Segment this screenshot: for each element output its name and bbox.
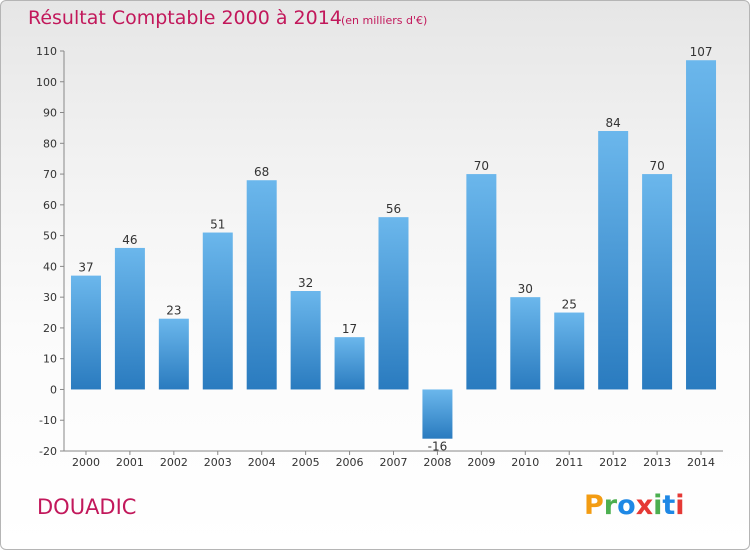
- x-tick-label: 2013: [643, 456, 671, 469]
- y-tick-label: 30: [43, 291, 57, 304]
- y-tick-label: 80: [43, 137, 57, 150]
- bar-2004: [246, 180, 277, 390]
- data-label-2009: 70: [474, 159, 489, 173]
- x-tick-label: 2005: [292, 456, 320, 469]
- bar-2002: [158, 318, 189, 390]
- logo-letter: o: [617, 490, 636, 521]
- bar-2003: [202, 232, 233, 390]
- logo-letter: i: [653, 490, 663, 521]
- bar-2012: [598, 131, 629, 390]
- y-tick-label: 100: [36, 76, 57, 89]
- chart-subtitle: (en milliers d'€): [341, 14, 428, 27]
- x-tick-label: 2014: [687, 456, 715, 469]
- x-tick-label: 2001: [116, 456, 144, 469]
- data-label-2004: 68: [254, 165, 269, 179]
- logo-letter: i: [675, 490, 685, 521]
- bar-2013: [642, 174, 673, 390]
- x-tick-label: 2007: [380, 456, 408, 469]
- x-tick-label: 2000: [72, 456, 100, 469]
- data-label-2001: 46: [122, 233, 137, 247]
- x-tick-label: 2003: [204, 456, 232, 469]
- bar-2007: [378, 217, 409, 390]
- data-label-2006: 17: [342, 322, 357, 336]
- y-tick-label: 20: [43, 322, 57, 335]
- x-tick-label: 2008: [423, 456, 451, 469]
- bar-2005: [290, 291, 321, 390]
- data-label-2013: 70: [649, 159, 664, 173]
- data-label-2002: 23: [166, 304, 181, 318]
- y-tick-label: -20: [39, 445, 57, 458]
- logo-letter: x: [635, 490, 654, 521]
- y-tick-label: 70: [43, 168, 57, 181]
- data-label-2008: -16: [428, 440, 448, 454]
- x-tick-label: 2011: [555, 456, 583, 469]
- data-label-2014: 107: [690, 45, 713, 59]
- logo-letter: P: [584, 490, 604, 521]
- bar-2001: [114, 247, 145, 390]
- bar-2009: [466, 174, 497, 390]
- chart-title: Résultat Comptable 2000 à 2014: [28, 7, 342, 29]
- x-tick-label: 2012: [599, 456, 627, 469]
- logo-letter: t: [662, 490, 676, 521]
- x-tick-label: 2004: [248, 456, 276, 469]
- logo-letter: r: [603, 490, 618, 521]
- data-label-2005: 32: [298, 276, 313, 290]
- x-tick-label: 2006: [336, 456, 364, 469]
- y-tick-label: 40: [43, 260, 57, 273]
- y-tick-label: 60: [43, 199, 57, 212]
- y-tick-label: -10: [39, 414, 57, 427]
- data-label-2012: 84: [606, 116, 621, 130]
- bar-2008: [422, 389, 453, 439]
- data-label-2010: 30: [518, 282, 533, 296]
- data-label-2003: 51: [210, 218, 225, 232]
- bar-2014: [686, 60, 717, 390]
- y-tick-label: 0: [50, 383, 57, 396]
- data-label-2011: 25: [562, 298, 577, 312]
- x-tick-label: 2002: [160, 456, 188, 469]
- bar-2000: [70, 275, 101, 390]
- y-tick-label: 90: [43, 107, 57, 120]
- bar-2006: [334, 337, 365, 390]
- y-tick-label: 50: [43, 230, 57, 243]
- data-label-2007: 56: [386, 202, 401, 216]
- y-tick-label: 10: [43, 353, 57, 366]
- data-label-2000: 37: [78, 261, 93, 275]
- x-tick-label: 2010: [511, 456, 539, 469]
- y-tick-label: 110: [36, 45, 57, 58]
- bar-2010: [510, 297, 541, 390]
- commune-name: DOUADIC: [37, 495, 137, 519]
- x-tick-label: 2009: [467, 456, 495, 469]
- proxiti-logo[interactable]: Proxiti: [584, 490, 685, 521]
- bar-2011: [554, 312, 585, 390]
